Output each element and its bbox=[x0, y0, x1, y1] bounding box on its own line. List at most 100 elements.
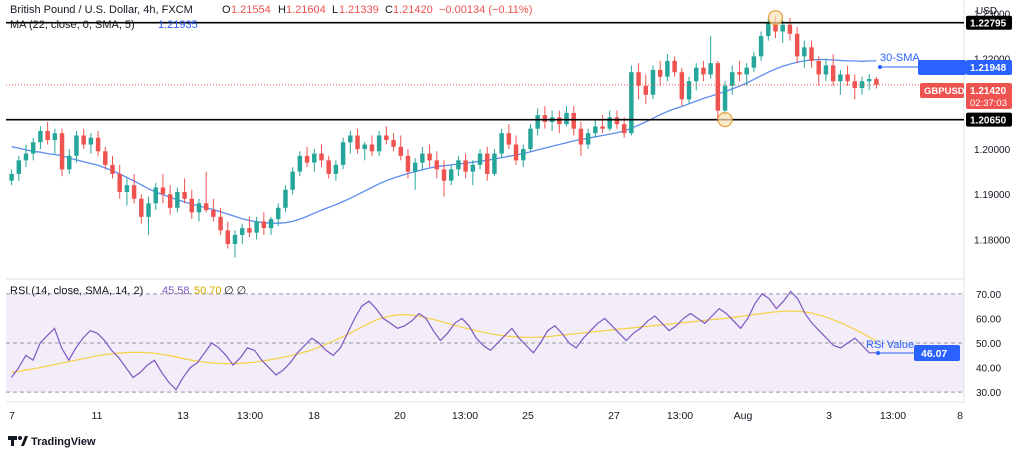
candle[interactable] bbox=[376, 130, 382, 156]
candle[interactable] bbox=[816, 56, 821, 86]
candle[interactable] bbox=[607, 110, 612, 131]
candle[interactable] bbox=[600, 115, 605, 134]
candle[interactable] bbox=[153, 182, 158, 211]
candle[interactable] bbox=[283, 185, 288, 213]
candle[interactable] bbox=[117, 164, 122, 199]
candle[interactable] bbox=[686, 76, 692, 104]
candle[interactable] bbox=[823, 58, 829, 82]
horizontal-levels[interactable] bbox=[6, 21, 964, 121]
candle[interactable] bbox=[348, 130, 353, 154]
candle[interactable] bbox=[427, 144, 432, 168]
candle[interactable] bbox=[59, 128, 65, 177]
candle[interactable] bbox=[708, 36, 713, 79]
candle[interactable] bbox=[196, 198, 202, 222]
candle[interactable] bbox=[16, 155, 22, 181]
candle[interactable] bbox=[557, 110, 562, 134]
candle[interactable] bbox=[838, 69, 843, 95]
candle[interactable] bbox=[693, 63, 699, 91]
candle[interactable] bbox=[225, 221, 231, 249]
candle[interactable] bbox=[391, 133, 396, 152]
candle[interactable] bbox=[802, 40, 807, 68]
candle[interactable] bbox=[636, 63, 641, 100]
candle[interactable] bbox=[268, 216, 274, 235]
candle[interactable] bbox=[564, 106, 569, 127]
candle[interactable] bbox=[23, 144, 29, 168]
candle[interactable] bbox=[412, 158, 418, 190]
candle[interactable] bbox=[333, 160, 339, 181]
candle[interactable] bbox=[103, 146, 108, 170]
candle[interactable] bbox=[247, 216, 252, 238]
candle[interactable] bbox=[477, 149, 483, 170]
candle[interactable] bbox=[578, 121, 584, 156]
candle[interactable] bbox=[189, 189, 195, 220]
candle[interactable] bbox=[131, 173, 137, 204]
candle[interactable] bbox=[794, 26, 800, 64]
candle[interactable] bbox=[758, 31, 764, 61]
candle[interactable] bbox=[239, 223, 245, 244]
candle[interactable] bbox=[866, 74, 872, 91]
candle[interactable] bbox=[139, 194, 144, 224]
candle[interactable] bbox=[175, 187, 180, 213]
candle[interactable] bbox=[319, 144, 324, 168]
candle[interactable] bbox=[398, 135, 403, 161]
candle[interactable] bbox=[593, 119, 598, 138]
candle[interactable] bbox=[485, 146, 490, 181]
rsi-axis[interactable]: 70.00 60.00 50.00 40.00 30.00 bbox=[976, 290, 1001, 399]
candle[interactable] bbox=[88, 133, 94, 154]
ma-legend-label[interactable]: MA (22, close, 0, SMA, 5) bbox=[10, 19, 135, 31]
candle[interactable] bbox=[203, 171, 209, 213]
candle[interactable] bbox=[218, 207, 223, 235]
candle[interactable] bbox=[621, 117, 627, 138]
candle[interactable] bbox=[585, 128, 591, 150]
candle[interactable] bbox=[722, 81, 728, 116]
candle[interactable] bbox=[535, 108, 540, 136]
candle[interactable] bbox=[513, 135, 519, 165]
candle[interactable] bbox=[74, 130, 79, 163]
candle[interactable] bbox=[312, 149, 317, 172]
candle[interactable] bbox=[182, 178, 187, 204]
candle[interactable] bbox=[326, 155, 331, 179]
candle[interactable] bbox=[67, 149, 72, 174]
candle[interactable] bbox=[852, 74, 858, 100]
candle[interactable] bbox=[456, 155, 461, 177]
candle[interactable] bbox=[110, 155, 115, 179]
symbol-title[interactable]: British Pound / U.S. Dollar, 4h, FXCM bbox=[10, 4, 193, 16]
candle[interactable] bbox=[701, 60, 706, 82]
candle[interactable] bbox=[672, 56, 677, 77]
candle[interactable] bbox=[744, 63, 749, 86]
candle[interactable] bbox=[643, 74, 649, 104]
candle[interactable] bbox=[369, 135, 375, 156]
candle[interactable] bbox=[730, 65, 735, 95]
candle[interactable] bbox=[542, 106, 548, 129]
candle[interactable] bbox=[737, 60, 742, 82]
candle[interactable] bbox=[146, 196, 151, 235]
candle[interactable] bbox=[124, 178, 130, 206]
candle[interactable] bbox=[766, 17, 771, 41]
candle[interactable] bbox=[571, 106, 576, 136]
candle[interactable] bbox=[304, 146, 310, 168]
candle[interactable] bbox=[780, 20, 785, 43]
brand-footer[interactable]: TradingView bbox=[8, 436, 96, 448]
candle[interactable] bbox=[657, 60, 663, 86]
candle[interactable] bbox=[211, 198, 216, 222]
candle[interactable] bbox=[405, 149, 411, 179]
candle[interactable] bbox=[30, 137, 36, 161]
candle[interactable] bbox=[751, 51, 757, 73]
rsi-legend-label[interactable]: RSI (14, close, SMA, 14, 2) bbox=[10, 285, 143, 297]
candle[interactable] bbox=[629, 65, 634, 136]
candle[interactable] bbox=[261, 212, 267, 235]
candle[interactable] bbox=[845, 65, 850, 86]
candle[interactable] bbox=[448, 164, 454, 186]
candle[interactable] bbox=[355, 128, 360, 154]
candle[interactable] bbox=[809, 40, 814, 68]
candle[interactable] bbox=[715, 60, 721, 122]
candle[interactable] bbox=[830, 54, 836, 86]
candle[interactable] bbox=[276, 203, 281, 226]
candle[interactable] bbox=[665, 54, 670, 82]
candle[interactable] bbox=[506, 124, 512, 150]
candle[interactable] bbox=[787, 17, 793, 41]
candle[interactable] bbox=[167, 185, 173, 215]
candle[interactable] bbox=[441, 160, 447, 197]
candle[interactable] bbox=[650, 65, 656, 100]
